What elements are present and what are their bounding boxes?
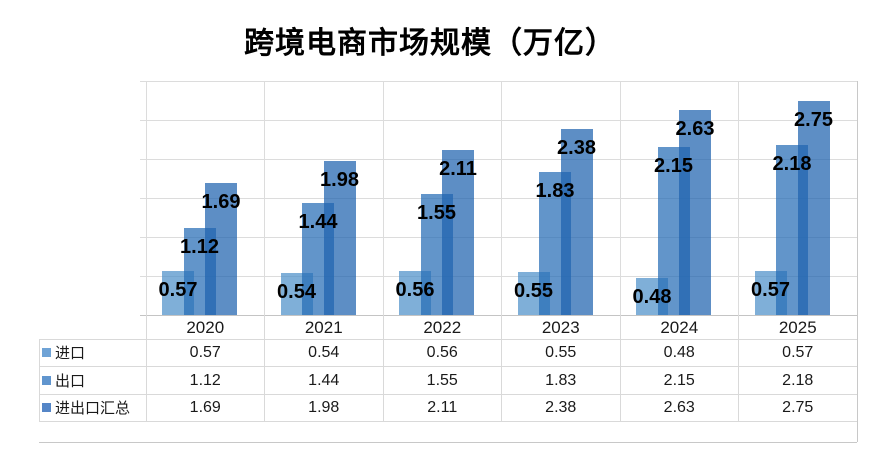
bar-value-label: 2.18: [772, 152, 812, 175]
gridline: [140, 80, 857, 82]
bar-value-label: 0.54: [277, 280, 316, 303]
category-gridline: [145, 81, 147, 315]
bar-value-label: 0.48: [632, 285, 672, 308]
bar-进出口汇总-2021: [323, 160, 356, 315]
bar-value-label: 0.57: [158, 278, 198, 301]
x-axis-label-2020: 2020: [186, 318, 225, 337]
bar-进出口汇总-2025: [797, 100, 830, 315]
bar-value-label: 1.55: [417, 202, 456, 225]
category-gridline: [501, 81, 502, 315]
table-column-border: [145, 315, 147, 422]
bar-value-label: 1.12: [180, 235, 219, 258]
legend-marker-icon: [42, 403, 51, 413]
table-row-border: [39, 393, 857, 395]
table-row-border: [39, 421, 857, 422]
bar-value-label: 2.75: [794, 108, 833, 131]
table-cell: 0.55: [545, 344, 577, 361]
legend-label: 进出口汇总: [55, 400, 131, 418]
table-cell: 2.38: [545, 399, 577, 416]
table-cell: 1.69: [189, 399, 221, 416]
table-cell: 0.57: [189, 344, 221, 361]
table-cell: 2.11: [427, 399, 458, 416]
table-column-border: [738, 315, 739, 422]
gridline: [140, 275, 857, 277]
table-column-border: [501, 315, 502, 422]
table-cell: 0.48: [663, 344, 695, 361]
gridline: [140, 119, 857, 121]
legend-marker-icon: [42, 348, 51, 358]
bar-进出口汇总-2023: [560, 129, 593, 315]
legend-item-出口: 出口: [39, 367, 145, 395]
x-axis-label-2021: 2021: [304, 318, 343, 337]
table-cell: 0.56: [426, 344, 458, 361]
table-cell: 1.98: [308, 399, 340, 416]
table-cell: 0.57: [782, 344, 814, 361]
bar-value-label: 0.55: [514, 280, 553, 303]
table-column-border: [619, 315, 621, 422]
legend-label: 出口: [55, 372, 86, 390]
table-column-border: [264, 315, 265, 422]
category-gridline: [264, 81, 265, 315]
table-cell: 2.15: [663, 371, 695, 389]
table-cell: 0.54: [308, 344, 340, 361]
bar-value-label: 0.56: [395, 279, 435, 302]
bar-value-label: 2.15: [654, 155, 693, 178]
table-cell: 2.18: [782, 371, 814, 389]
plot-area: 0.57 0.54 0.56 0.55 0.48 0.57 1.12 1.44 1.55 1.83…: [140, 80, 858, 316]
table-cell: 2.75: [782, 399, 814, 416]
x-axis-label-2022: 2022: [423, 318, 462, 337]
legend-label: 进口: [55, 345, 86, 363]
legend-marker-icon: [42, 375, 51, 385]
category-gridline: [382, 81, 384, 315]
x-axis-label-2023: 2023: [541, 318, 580, 337]
bar-value-label: 1.69: [201, 191, 241, 214]
bar-value-label: 2.63: [675, 117, 715, 140]
table-cell: 1.55: [426, 371, 458, 389]
table-row-border: [39, 338, 857, 340]
chart-frame-right: [856, 81, 858, 442]
table-cell: 1.12: [189, 371, 221, 389]
bar-进出口汇总-2020: [205, 183, 237, 315]
table-row-border: [39, 366, 857, 367]
legend-item-进出口汇总: 进出口汇总: [39, 394, 145, 422]
table-column-border: [38, 339, 40, 422]
bar-value-label: 1.98: [320, 168, 359, 191]
legend-item-进口: 进口: [39, 339, 145, 367]
bar-进出口汇总-2024: [679, 109, 711, 315]
bar-value-label: 1.83: [535, 180, 575, 203]
bar-value-label: 2.38: [557, 137, 596, 160]
bar-value-label: 1.44: [298, 210, 338, 233]
x-axis-label-2025: 2025: [778, 318, 817, 337]
chart-frame-bottom: [39, 441, 857, 443]
table-column-border: [382, 315, 384, 422]
gridline: [140, 236, 857, 238]
table-cell: 2.63: [663, 399, 695, 416]
gridline: [140, 197, 857, 199]
category-gridline: [738, 81, 739, 315]
gridline: [140, 158, 857, 160]
x-axis-line: [140, 314, 857, 316]
bar-进出口汇总-2022: [442, 150, 474, 315]
bar-value-label: 0.57: [751, 278, 790, 301]
chart-title: 跨境电商市场规模（万亿）: [244, 27, 616, 60]
table-cell: 1.83: [545, 371, 577, 389]
category-gridline: [619, 81, 621, 315]
bar-value-label: 2.11: [439, 158, 477, 181]
x-axis-label-2024: 2024: [660, 318, 699, 337]
table-cell: 1.44: [308, 371, 340, 389]
